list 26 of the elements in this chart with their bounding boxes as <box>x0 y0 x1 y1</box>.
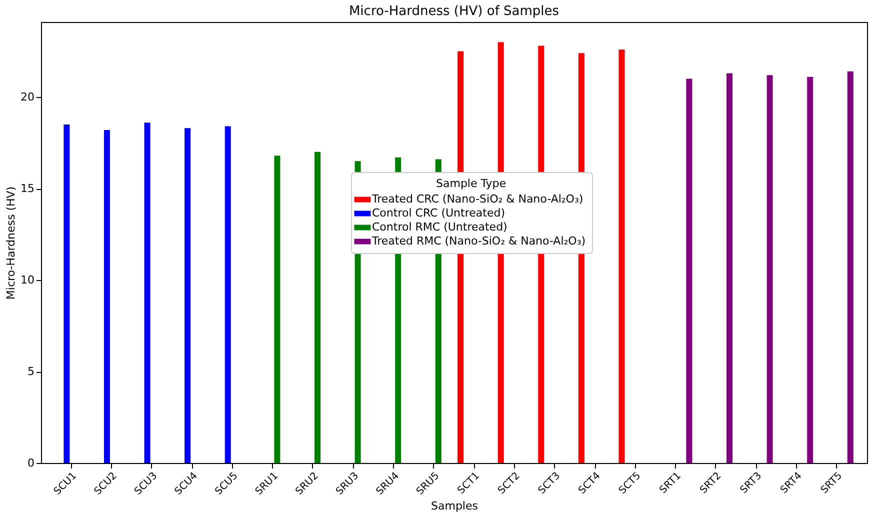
legend-label: Control CRC (Untreated) <box>372 206 505 220</box>
bar <box>726 73 732 463</box>
legend-title: Sample Type <box>436 177 506 190</box>
x-axis-title: Samples <box>431 500 478 513</box>
chart-title: Micro-Hardness (HV) of Samples <box>348 4 560 19</box>
bar <box>64 124 70 463</box>
bar <box>766 75 773 463</box>
y-tick-label: 15 <box>20 182 34 196</box>
y-tick-label: 20 <box>20 90 34 104</box>
legend-label: Control RMC (Untreated) <box>372 220 508 234</box>
bar <box>618 49 625 463</box>
bar <box>314 152 321 463</box>
bar <box>807 76 814 463</box>
y-tick-label: 5 <box>28 365 34 378</box>
bar <box>224 126 231 463</box>
bar <box>847 71 854 463</box>
bar <box>686 78 692 463</box>
y-axis-title: Micro-Hardness (HV) <box>4 186 18 300</box>
bar <box>184 128 191 463</box>
y-tick-label: 10 <box>20 274 34 287</box>
bar <box>274 156 280 463</box>
legend-label: Treated CRC (Nano-SiO₂ & Nano-Al₂O₃) <box>371 192 584 206</box>
bar <box>104 130 110 463</box>
y-tick-label: 0 <box>28 456 34 470</box>
bar <box>144 122 150 463</box>
legend-label: Treated RMC (Nano-SiO₂ & Nano-Al₂O₃) <box>371 234 586 248</box>
